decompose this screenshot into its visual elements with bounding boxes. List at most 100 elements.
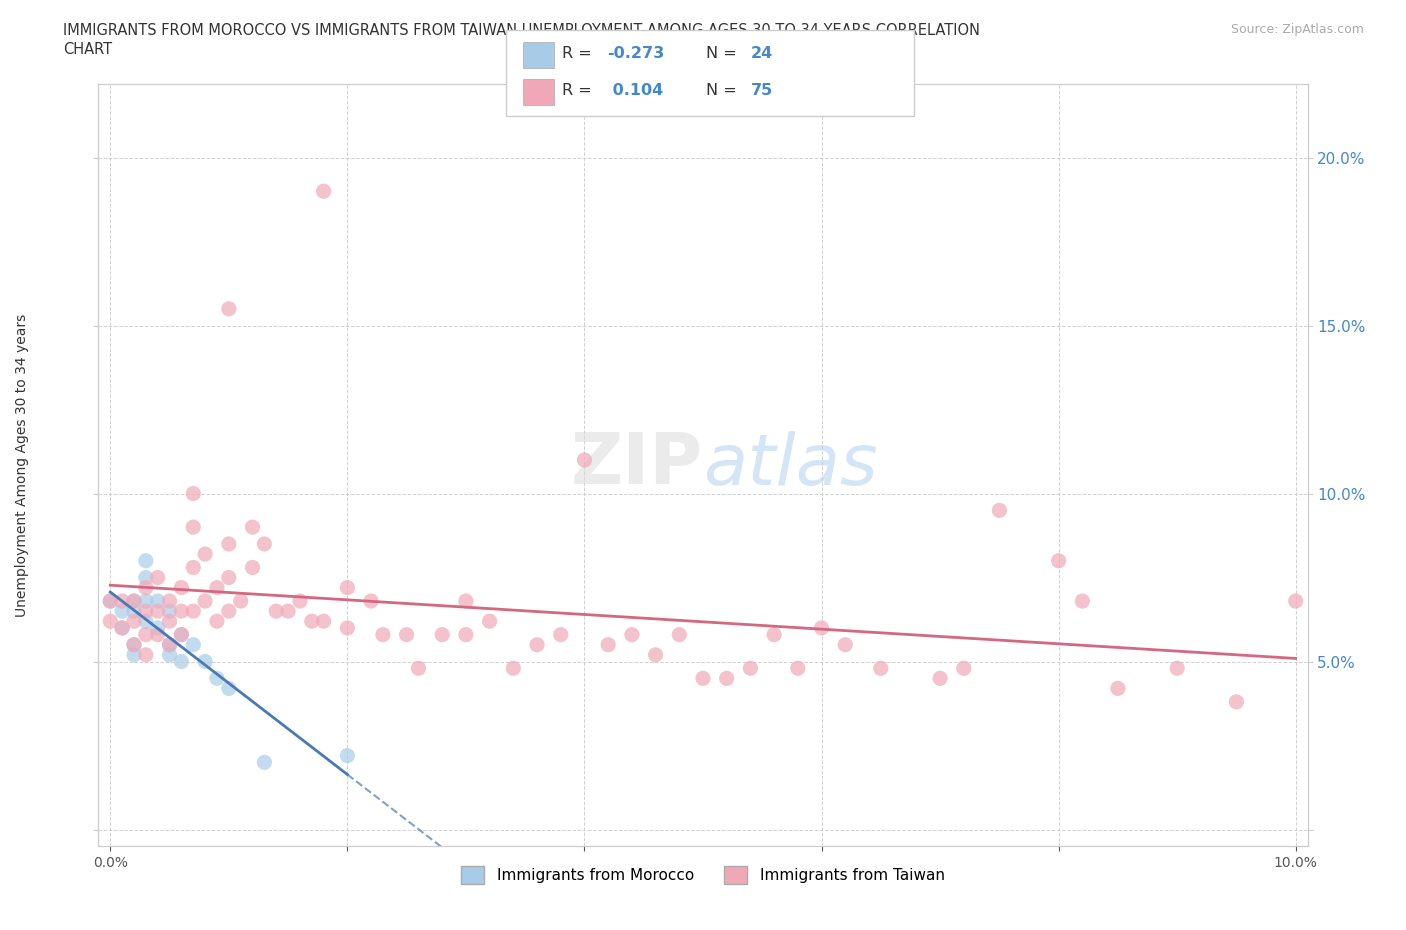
Point — [159, 604, 181, 618]
Text: N =: N = — [706, 83, 742, 98]
Point — [502, 661, 524, 676]
Point — [98, 593, 121, 608]
Text: N =: N = — [706, 46, 742, 61]
Point — [242, 520, 264, 535]
Point — [194, 547, 217, 562]
Point — [360, 593, 382, 608]
Point — [1225, 695, 1247, 710]
Point — [181, 520, 204, 535]
Point — [135, 570, 157, 585]
Point — [264, 604, 287, 618]
Point — [763, 627, 786, 642]
Point — [395, 627, 418, 642]
Text: CHART: CHART — [63, 42, 112, 57]
Point — [218, 604, 240, 618]
Point — [253, 755, 276, 770]
Text: R =: R = — [562, 83, 598, 98]
Point — [205, 671, 228, 685]
Point — [98, 614, 121, 629]
Text: Source: ZipAtlas.com: Source: ZipAtlas.com — [1230, 23, 1364, 36]
Point — [454, 593, 477, 608]
Point — [952, 661, 974, 676]
Point — [181, 486, 204, 501]
Point — [988, 503, 1011, 518]
Point — [288, 593, 311, 608]
Point — [218, 570, 240, 585]
Point — [170, 627, 193, 642]
Y-axis label: Unemployment Among Ages 30 to 34 years: Unemployment Among Ages 30 to 34 years — [15, 313, 30, 617]
Text: 0.104: 0.104 — [607, 83, 664, 98]
Point — [135, 604, 157, 618]
Point — [1047, 553, 1070, 568]
Point — [1071, 593, 1094, 608]
Point — [550, 627, 572, 642]
Point — [111, 620, 134, 635]
Point — [574, 453, 596, 468]
Point — [336, 748, 359, 763]
Point — [301, 614, 323, 629]
Point — [135, 580, 157, 595]
Point — [526, 637, 548, 652]
Point — [620, 627, 643, 642]
Point — [159, 637, 181, 652]
Point — [786, 661, 808, 676]
Point — [408, 661, 430, 676]
Point — [371, 627, 394, 642]
Point — [170, 627, 193, 642]
Point — [277, 604, 299, 618]
Point — [205, 614, 228, 629]
Point — [205, 580, 228, 595]
Point — [159, 637, 181, 652]
Point — [122, 593, 145, 608]
Point — [122, 637, 145, 652]
Point — [1285, 593, 1308, 608]
Point — [135, 553, 157, 568]
Point — [218, 301, 240, 316]
Point — [929, 671, 952, 685]
Text: 75: 75 — [751, 83, 773, 98]
Point — [312, 614, 335, 629]
Text: IMMIGRANTS FROM MOROCCO VS IMMIGRANTS FROM TAIWAN UNEMPLOYMENT AMONG AGES 30 TO : IMMIGRANTS FROM MOROCCO VS IMMIGRANTS FR… — [63, 23, 980, 38]
Point — [135, 647, 157, 662]
Text: 24: 24 — [751, 46, 773, 61]
Point — [146, 570, 169, 585]
Point — [810, 620, 832, 635]
Point — [98, 593, 121, 608]
Text: R =: R = — [562, 46, 598, 61]
Point — [716, 671, 738, 685]
Point — [336, 580, 359, 595]
Point — [229, 593, 252, 608]
Point — [432, 627, 454, 642]
Point — [135, 627, 157, 642]
Point — [111, 604, 134, 618]
Point — [170, 604, 193, 618]
Point — [834, 637, 856, 652]
Point — [181, 637, 204, 652]
Point — [1107, 681, 1129, 696]
Point — [159, 647, 181, 662]
Point — [668, 627, 690, 642]
Point — [692, 671, 714, 685]
Point — [159, 593, 181, 608]
Point — [869, 661, 891, 676]
Point — [135, 593, 157, 608]
Point — [111, 593, 134, 608]
Point — [218, 681, 240, 696]
Point — [111, 620, 134, 635]
Point — [135, 614, 157, 629]
Point — [146, 593, 169, 608]
Text: ZIP: ZIP — [571, 431, 703, 499]
Point — [598, 637, 620, 652]
Point — [170, 580, 193, 595]
Point — [146, 604, 169, 618]
Point — [454, 627, 477, 642]
Point — [218, 537, 240, 551]
Point — [146, 627, 169, 642]
Point — [194, 654, 217, 669]
Text: atlas: atlas — [703, 431, 877, 499]
Text: -0.273: -0.273 — [607, 46, 665, 61]
Point — [312, 184, 335, 199]
Point — [336, 620, 359, 635]
Point — [122, 637, 145, 652]
Point — [122, 593, 145, 608]
